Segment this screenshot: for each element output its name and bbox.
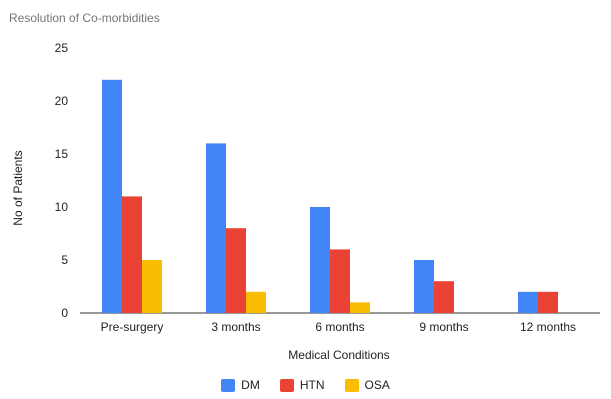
bar-dm-3 [414,260,434,313]
legend-swatch [279,378,294,392]
chart-title: Resolution of Co-morbidities [9,11,160,25]
bar-osa-0 [142,260,162,313]
legend-item-osa: OSA [344,378,390,392]
y-axis-label: No of Patients [11,150,25,225]
x-tick-label: 3 months [211,320,260,334]
x-axis-label: Medical Conditions [288,348,389,362]
y-tick-label: 0 [61,306,68,320]
x-tick-label: Pre-surgery [101,320,164,334]
bar-htn-3 [434,281,454,313]
tick-labels: 0 5 10 15 20 25 Pre-surgery 3 months 6 months 9 m… [55,41,576,334]
y-tick-label: 15 [55,147,69,161]
bar-osa-2 [350,302,370,313]
legend-item-htn: HTN [279,378,325,392]
legend-item-dm: DM [221,378,260,392]
x-tick-label: 6 months [315,320,364,334]
y-tick-label: 5 [61,253,68,267]
bar-htn-4 [538,291,558,313]
y-tick-label: 10 [55,200,69,214]
legend-swatch [221,378,236,392]
legend: DM HTN OSA [0,378,611,392]
x-tick-label: 12 months [520,320,576,334]
bar-dm-0 [102,79,122,313]
legend-label: OSA [364,378,390,392]
legend-label: HTN [299,378,325,392]
bar-htn-0 [122,196,142,313]
y-tick-label: 20 [55,94,69,108]
bar-dm-1 [206,143,226,313]
bar-htn-1 [226,228,246,313]
legend-label: DM [241,378,260,392]
y-tick-label: 25 [55,41,69,55]
bar-htn-2 [330,249,350,313]
legend-swatch [344,378,359,392]
bar-dm-4 [518,291,538,313]
bars [102,79,558,313]
x-tick-label: 9 months [419,320,468,334]
bar-osa-1 [246,291,266,313]
bar-dm-2 [310,207,330,313]
